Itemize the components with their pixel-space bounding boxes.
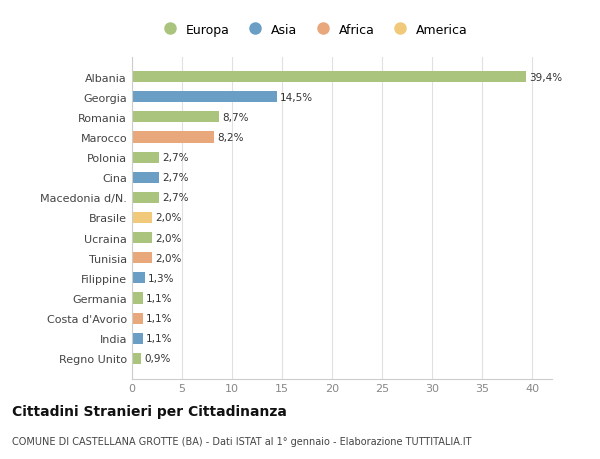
Bar: [132, 353, 141, 364]
Text: 14,5%: 14,5%: [280, 93, 313, 102]
Text: 2,7%: 2,7%: [162, 173, 188, 183]
Text: 2,0%: 2,0%: [155, 213, 181, 223]
Bar: [132, 132, 214, 143]
Text: 39,4%: 39,4%: [529, 73, 562, 83]
Legend: Europa, Asia, Africa, America: Europa, Asia, Africa, America: [152, 19, 473, 42]
Bar: [132, 252, 152, 264]
Text: 1,1%: 1,1%: [146, 313, 173, 324]
Text: 1,3%: 1,3%: [148, 273, 175, 283]
Text: Cittadini Stranieri per Cittadinanza: Cittadini Stranieri per Cittadinanza: [12, 404, 287, 419]
Bar: [132, 333, 143, 344]
Bar: [132, 172, 159, 184]
Bar: [132, 112, 219, 123]
Text: 8,2%: 8,2%: [217, 133, 244, 143]
Bar: [132, 233, 152, 244]
Text: 2,7%: 2,7%: [162, 153, 188, 163]
Text: 2,0%: 2,0%: [155, 233, 181, 243]
Bar: [132, 152, 159, 163]
Text: 2,7%: 2,7%: [162, 193, 188, 203]
Bar: [132, 192, 159, 203]
Text: 2,0%: 2,0%: [155, 253, 181, 263]
Bar: [132, 293, 143, 304]
Bar: [132, 313, 143, 324]
Bar: [132, 92, 277, 103]
Text: 8,7%: 8,7%: [222, 112, 248, 123]
Bar: [132, 213, 152, 224]
Text: 0,9%: 0,9%: [144, 353, 170, 364]
Text: 1,1%: 1,1%: [146, 334, 173, 343]
Text: 1,1%: 1,1%: [146, 293, 173, 303]
Text: COMUNE DI CASTELLANA GROTTE (BA) - Dati ISTAT al 1° gennaio - Elaborazione TUTTI: COMUNE DI CASTELLANA GROTTE (BA) - Dati …: [12, 437, 472, 446]
Bar: [132, 72, 526, 83]
Bar: [132, 273, 145, 284]
